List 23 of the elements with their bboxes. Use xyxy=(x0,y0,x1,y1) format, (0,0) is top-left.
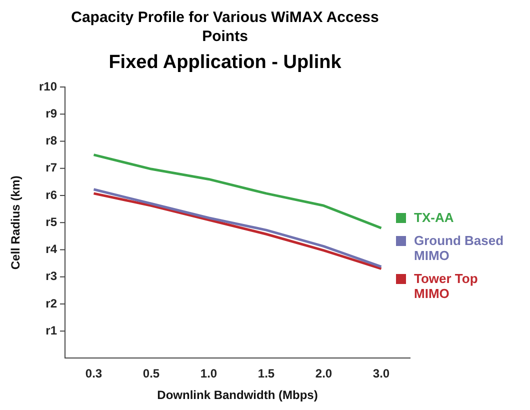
text: r7 xyxy=(46,160,58,175)
text: r2 xyxy=(46,296,58,310)
x-tick-label: 0.3 xyxy=(85,366,102,381)
x-tick-label: 2.0 xyxy=(315,366,332,381)
legend-label: Tower Top MIMO xyxy=(414,271,479,301)
text: r6 xyxy=(46,188,58,202)
x-tick-label: 0.5 xyxy=(142,366,160,381)
text: r5 xyxy=(46,214,58,229)
x-tick-label: 3.0 xyxy=(372,366,390,381)
text: r9 xyxy=(46,106,58,120)
text: r4 xyxy=(46,242,58,256)
text: r10 xyxy=(38,79,58,94)
x-axis-title: Downlink Bandwidth (Mbps) xyxy=(157,388,318,402)
x-tick-label: 1.0 xyxy=(200,366,218,381)
legend-label: Ground Based MIMO xyxy=(414,233,505,263)
chart-title: Capacity Profile for Various WiMAX Access Points xyxy=(70,8,380,46)
x-tick-label: 1.5 xyxy=(258,366,275,381)
y-axis-title: Cell Radius (km) xyxy=(8,176,23,270)
text: r1 xyxy=(46,323,58,338)
text: r8 xyxy=(46,134,58,148)
chart-subtitle: Fixed Application - Uplink xyxy=(108,52,342,74)
text: r3 xyxy=(46,269,58,284)
legend-label: TX-AA xyxy=(414,210,454,225)
